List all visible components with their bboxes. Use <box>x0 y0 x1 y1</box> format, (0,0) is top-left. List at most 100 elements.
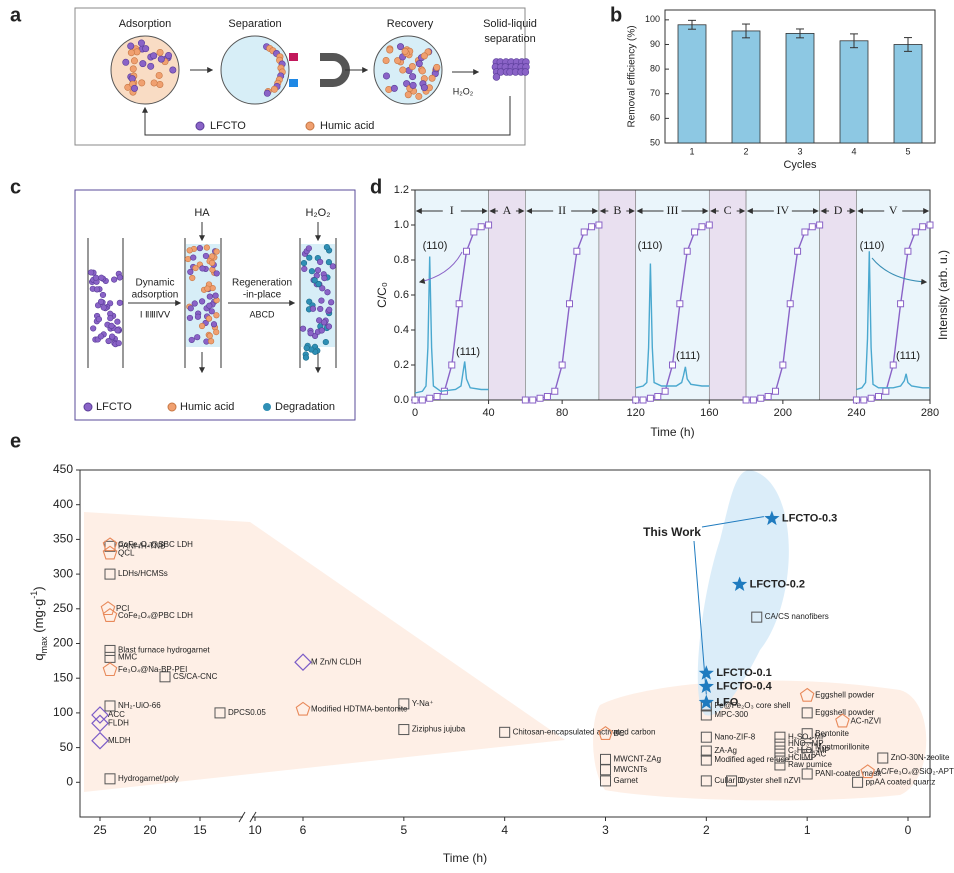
particle <box>403 80 411 88</box>
x-tick-label: 120 <box>627 407 645 419</box>
step-label: Regeneration <box>232 278 292 289</box>
point-label: PANI-coated mask <box>815 769 882 778</box>
point-label: AC/Fe₃O₄@SiO₂-APTMS <box>876 767 954 776</box>
data-point <box>882 387 890 395</box>
particle <box>415 60 423 68</box>
particle <box>317 258 324 266</box>
legend-label: Degradation <box>275 401 335 413</box>
data-point <box>499 726 511 738</box>
data-point <box>102 662 118 677</box>
region-label: B <box>613 203 621 217</box>
data-point <box>100 601 116 616</box>
x-tick-label: 1 <box>689 146 694 156</box>
y-axis-label: qmax (mg·g-1) <box>29 586 49 660</box>
data-point <box>889 361 897 369</box>
data-point <box>904 247 912 255</box>
data-point <box>751 611 763 623</box>
data-point <box>700 709 712 721</box>
particle <box>521 68 530 76</box>
particle <box>194 313 202 320</box>
particle <box>203 244 210 251</box>
bar <box>731 30 761 144</box>
particle <box>420 84 428 92</box>
point-label: Eggshell powder <box>815 708 874 717</box>
particle <box>408 63 416 71</box>
point-label: ZA-Ag <box>714 746 737 755</box>
particle <box>209 253 216 260</box>
data-point <box>772 387 779 395</box>
legend-label: LFCTO <box>210 120 246 132</box>
particle <box>190 254 197 261</box>
y-tick-label: 0 <box>66 774 73 788</box>
data-point <box>801 768 813 780</box>
particle <box>208 338 215 345</box>
data-point <box>860 396 868 404</box>
point-label: MMC <box>118 652 137 661</box>
data-point <box>919 223 927 231</box>
particle <box>326 306 333 313</box>
x-tick-label: 1 <box>804 823 811 837</box>
data-point <box>757 394 765 402</box>
particle <box>302 354 310 361</box>
x-tick-label: 0 <box>905 823 912 837</box>
point-label: Ziziphus jujuba <box>412 725 466 734</box>
particle <box>109 333 116 340</box>
particle <box>306 254 313 261</box>
particle <box>325 323 333 330</box>
particle <box>420 52 428 60</box>
particle <box>328 299 335 306</box>
particle <box>325 259 333 266</box>
data-point <box>705 221 713 229</box>
particle <box>130 57 138 65</box>
region <box>488 189 526 401</box>
data-point <box>875 393 882 400</box>
particle <box>192 264 199 272</box>
point-label: Oyster shell nZVI <box>740 776 801 785</box>
data-point <box>639 396 647 404</box>
data-point <box>726 775 738 787</box>
data-point <box>774 759 786 771</box>
particle <box>114 327 121 334</box>
point-label: HNO₃-MP <box>788 739 824 748</box>
point-label: ZnO-30N-zeolite <box>891 753 950 762</box>
data-point <box>455 300 463 308</box>
data-point <box>764 393 772 400</box>
y-tick-label: 100 <box>53 705 73 719</box>
step-label: Adsorption <box>119 18 172 30</box>
particle <box>199 265 206 272</box>
particle <box>397 43 405 51</box>
y-tick-label: 0.4 <box>394 324 409 336</box>
cycle-label: Ⅰ ⅡⅢⅣⅤ <box>140 309 171 319</box>
point-label: C₂H₂O₄-MP <box>788 746 830 755</box>
region <box>598 189 637 401</box>
x-tick-label: 2 <box>703 823 710 837</box>
data-point <box>91 731 109 750</box>
xrd-line <box>414 256 489 394</box>
magnet-pole <box>289 79 298 87</box>
particle <box>322 338 329 346</box>
data-point <box>102 608 118 622</box>
particle <box>320 319 328 326</box>
particle <box>212 292 219 299</box>
x-tick-label: 4 <box>501 823 508 837</box>
particle <box>386 46 394 54</box>
data-point <box>799 687 815 702</box>
annotation-line <box>701 516 764 528</box>
data-point <box>897 300 905 308</box>
particle <box>111 276 118 283</box>
point-label: Garnet <box>614 776 639 785</box>
data-point <box>698 223 706 231</box>
data-point <box>598 726 613 740</box>
particle <box>138 79 146 87</box>
y-tick-label: 300 <box>53 566 73 580</box>
bar <box>677 24 707 144</box>
shade-right <box>593 680 927 801</box>
y-tick-label: 0.2 <box>394 359 409 371</box>
point-label: Modified aged refuse <box>714 755 789 764</box>
region-label: II <box>558 203 566 217</box>
legend-swatch <box>195 121 205 131</box>
data-point <box>654 393 662 400</box>
bar <box>785 32 815 144</box>
point-label: Raw pumice <box>788 760 833 769</box>
data-point <box>698 665 714 680</box>
